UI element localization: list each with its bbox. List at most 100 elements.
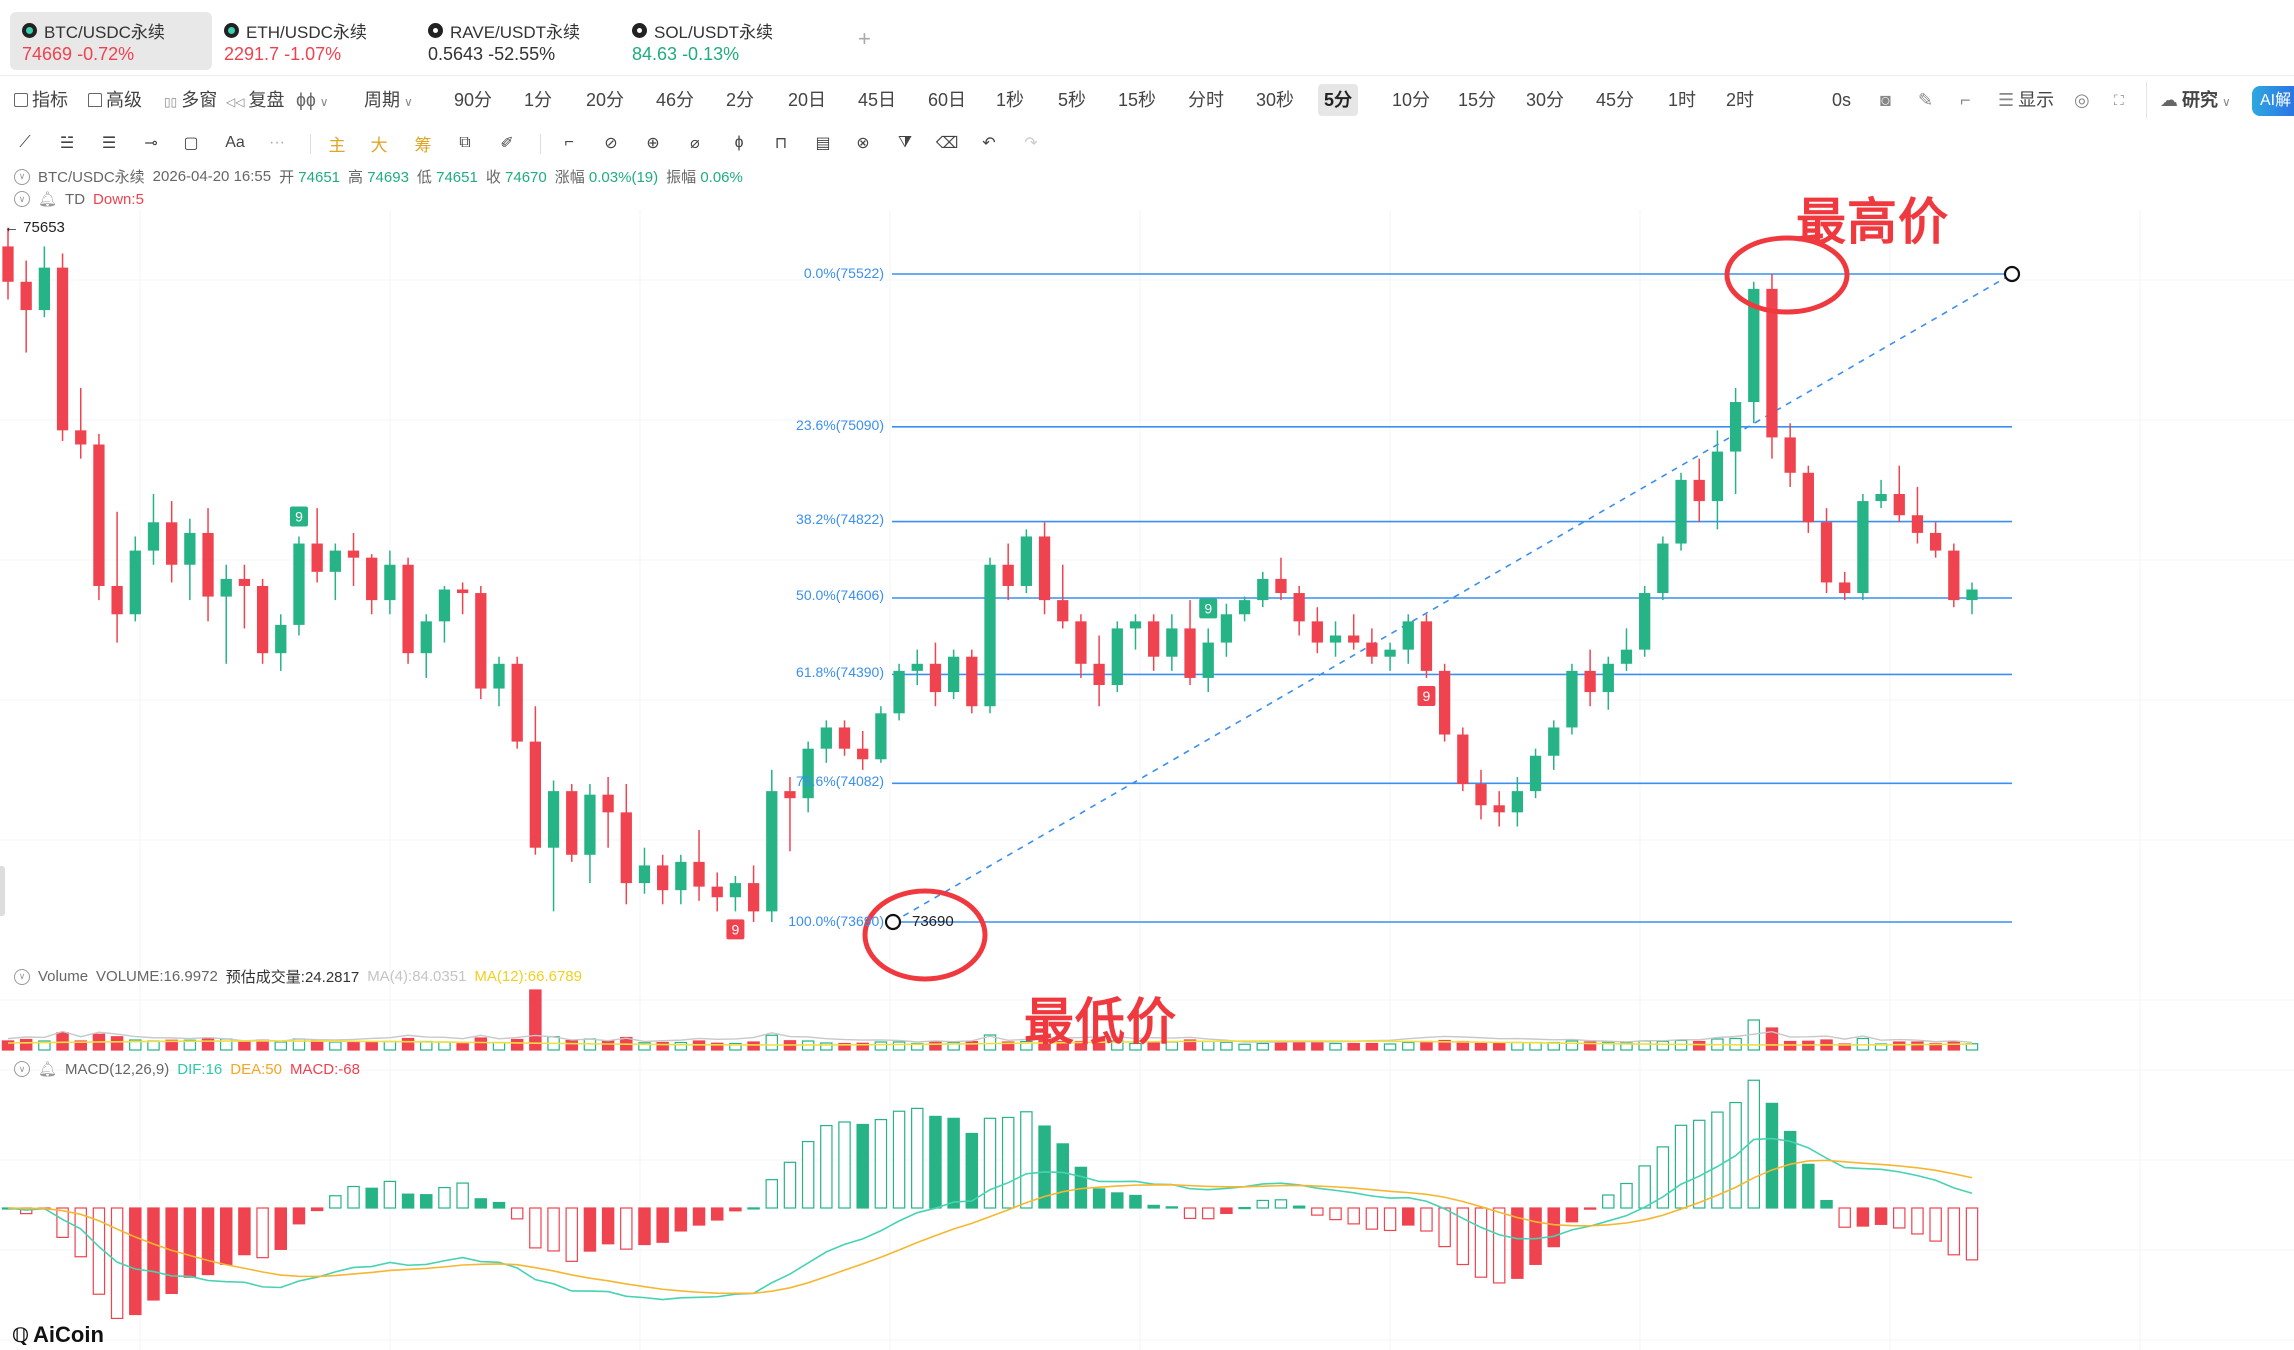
window-icon[interactable]: ⌐ [1960,90,1971,110]
timeframe-6[interactable]: 45日 [858,90,897,110]
volume-bar [74,1040,87,1051]
more-tool[interactable]: ··· [269,134,285,151]
replay-button[interactable]: ◁◁ 复盘 [220,84,290,116]
timeframe-16[interactable]: 30分 [1526,90,1565,110]
timeframe-15[interactable]: 15分 [1458,90,1497,110]
timeframe-toolbar: 指标 高级 ▯▯ 多窗 ◁◁ 复盘 ɸɸ ∨ 周期 ∨ 90分 1分 20分 46分 2分 20日… [0,80,2294,122]
candle [838,727,851,749]
side-panel-handle[interactable] [0,866,5,916]
bell-icon[interactable]: 🔔︎ [38,1061,58,1078]
timeframe-10[interactable]: 15秒 [1118,90,1157,110]
chart-type-dropdown[interactable]: ɸɸ ∨ [290,84,335,116]
timeframe-14[interactable]: 10分 [1392,90,1431,110]
horizontal-lines-icon[interactable]: ☰ [101,135,117,152]
macd-histogram-bar [1965,1207,1979,1261]
candle [1875,494,1887,502]
zoom-in-icon[interactable]: ⊕ [646,135,660,152]
indicators-label: 指标 [32,90,68,110]
collapse-icon[interactable]: ∨ [14,1061,30,1077]
candle [1602,663,1614,693]
big-tool[interactable]: 大 [370,135,388,155]
parallel-channel-icon[interactable]: ☱ [59,135,75,152]
bars-pattern-icon[interactable]: ɸ [734,134,744,151]
timeframe-18[interactable]: 1时 [1668,90,1697,110]
advanced-button[interactable]: 高级 [82,84,148,116]
ruler-icon[interactable]: ⊘ [604,135,618,152]
timeframe-4[interactable]: 2分 [726,90,755,110]
collapse-icon[interactable]: ∨ [14,191,30,207]
timeframe-19[interactable]: 2时 [1726,90,1755,110]
multi-window-button[interactable]: ▯▯ 多窗 [158,84,223,116]
rectangle-icon[interactable]: ▢ [183,135,199,152]
tab-rave-usdt[interactable]: RAVE/USDT永续 0.5643 -52.55% [416,12,616,70]
ai-button[interactable]: AI解 [2252,86,2294,116]
text-tool[interactable]: Aa [225,134,245,151]
tab-btc-usdc[interactable]: BTC/USDC永续 74669 -0.72% [10,12,212,70]
bell-icon[interactable]: 🔔︎ [38,191,58,208]
brush-icon[interactable]: ✐ [500,135,514,152]
timeframe-2[interactable]: 20分 [586,90,625,110]
timeframe-7[interactable]: 60日 [928,90,967,110]
macd-histogram-bar [1911,1207,1924,1235]
candle [220,578,232,597]
candle [1929,532,1942,551]
timeframe-8[interactable]: 1秒 [996,90,1025,110]
trend-line-icon[interactable]: ⟋ [19,134,31,151]
macd-histogram-bar [929,1115,942,1209]
timeframe-11[interactable]: 分时 [1188,90,1224,110]
main-tool[interactable]: 主 [328,135,346,155]
timeframe-12[interactable]: 30秒 [1256,90,1295,110]
tab-eth-usdc[interactable]: ETH/USDC永续 2291.7 -1.07% [212,12,412,70]
macd-histogram-bar [74,1207,87,1258]
macd-histogram-bar [1165,1206,1179,1209]
timeframe-3[interactable]: 46分 [656,90,695,110]
macd-histogram-bar [1838,1207,1851,1228]
lock-icon[interactable]: ⊓ [774,135,788,152]
magnet-icon[interactable]: ⌀ [690,135,700,152]
trash-icon[interactable]: ⌫ [935,135,959,152]
redo-icon[interactable]: ↷ [1024,135,1038,152]
amplitude-value: 0.06% [700,169,743,186]
filter-icon[interactable]: ⧩ [897,134,913,151]
volume-bar [238,1040,251,1051]
td-marker [289,506,308,527]
indicators-button[interactable]: 指标 [8,84,74,116]
macd-histogram-bar [510,1207,524,1220]
candle [438,589,451,622]
collapse-icon[interactable]: ∨ [14,968,30,985]
settings-icon[interactable]: ◎ [2074,90,2090,110]
timeframe-5[interactable]: 20日 [788,90,827,110]
bookmark-icon[interactable]: ⌐ [564,134,574,151]
candle [1002,564,1014,586]
change-value: 0.03%(19) [588,169,659,186]
pen-icon[interactable]: ✎ [1918,90,1934,110]
timeframe-1[interactable]: 1分 [524,90,553,110]
link-icon[interactable]: ⊗ [856,135,870,152]
countdown: 0s [1832,90,1852,110]
volume-bar [1220,1041,1233,1051]
camera-icon[interactable]: ◙ [1880,90,1891,110]
fullscreen-icon[interactable]: ⛶ [2114,92,2124,108]
add-tab-button[interactable]: + [858,26,871,51]
timeframe-13[interactable]: 5分 [1318,84,1359,116]
low-value: 74651 [436,169,478,186]
candle [329,550,341,572]
timeframe-9[interactable]: 5秒 [1058,90,1087,110]
timeframe-17[interactable]: 45分 [1596,90,1635,110]
research-dropdown[interactable]: ☁ 研究 ∨ [2154,84,2237,116]
estimated-volume: 预估成交量:24.2817 [225,969,360,986]
macd-histogram-bar [219,1207,233,1265]
undo-icon[interactable]: ↶ [982,135,996,152]
edit-list-icon[interactable]: ▤ [815,135,831,152]
display-button[interactable]: ☰ 显示 [1992,84,2060,116]
chips-tool[interactable]: 筹 [414,135,432,155]
fib-level-label: 23.6%(75090) [796,417,884,433]
horizontal-ray-icon[interactable]: ⊸ [144,135,158,152]
collapse-icon[interactable]: ∨ [14,168,30,185]
period-dropdown[interactable]: 周期 ∨ [358,84,419,116]
tab-sol-usdt[interactable]: SOL/USDT永续 84.63 -0.13% [620,12,820,70]
timeframe-0[interactable]: 90分 [454,90,493,110]
snapshot-icon[interactable]: ⧉ [459,134,471,151]
macd-histogram-bar [129,1207,142,1316]
